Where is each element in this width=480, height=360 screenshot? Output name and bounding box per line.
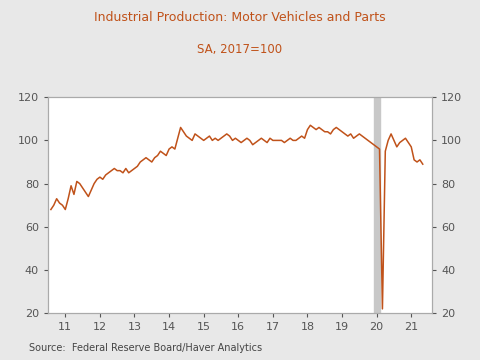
Text: Source:  Federal Reserve Board/Haver Analytics: Source: Federal Reserve Board/Haver Anal… (29, 343, 262, 353)
Text: SA, 2017=100: SA, 2017=100 (197, 43, 283, 56)
Bar (374, 97, 380, 313)
Text: Industrial Production: Motor Vehicles and Parts: Industrial Production: Motor Vehicles an… (94, 11, 386, 24)
